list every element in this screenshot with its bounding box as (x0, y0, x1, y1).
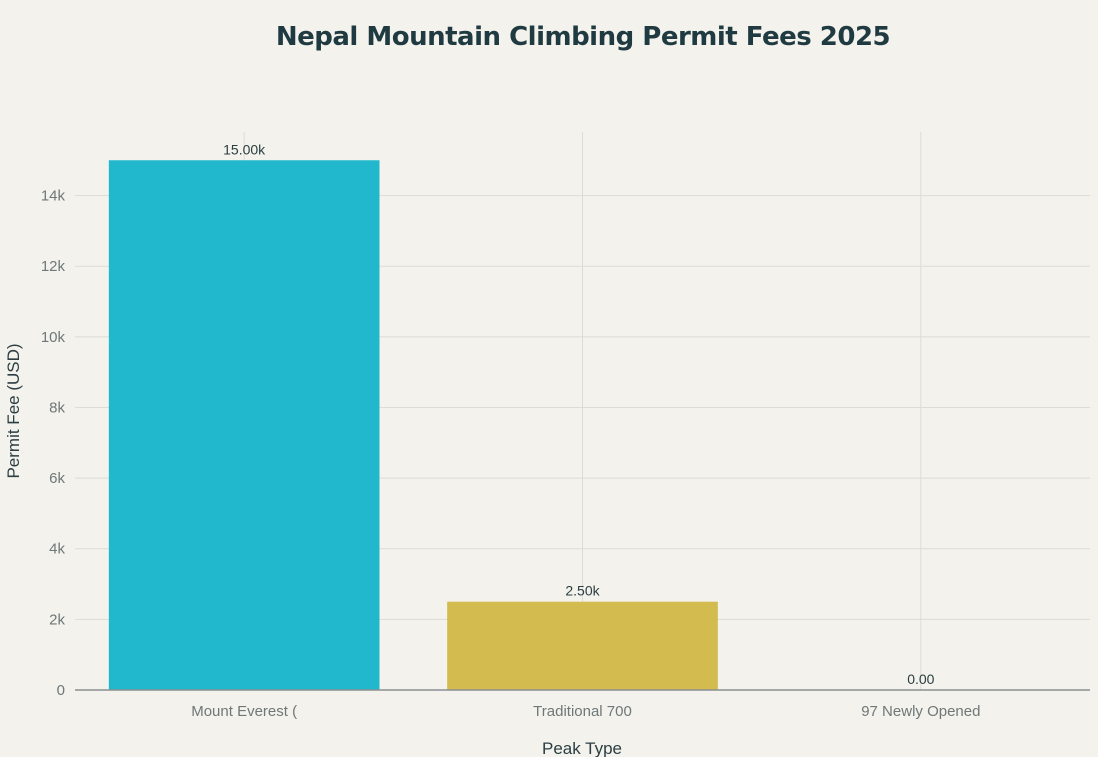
chart-title: Nepal Mountain Climbing Permit Fees 2025 (276, 22, 890, 52)
x-tick-label: 97 Newly Opened (861, 703, 980, 720)
bar (447, 601, 718, 690)
data-labels: 15.00k 2.50k 0.00 (223, 141, 935, 687)
tick-labels: 0 2k 4k 6k 8k 10k 12k 14k Mount Everest ( Traditi… (41, 188, 1090, 720)
bar (108, 160, 380, 690)
data-label: 2.50k (565, 583, 600, 599)
y-axis-title: Permit Fee (USD) (4, 343, 23, 478)
bars (108, 160, 718, 690)
data-label: 0.00 (907, 671, 934, 687)
y-tick-label: 8k (49, 399, 65, 416)
y-tick-label: 10k (41, 329, 66, 346)
y-tick-label: 2k (49, 611, 65, 628)
y-tick-label: 0 (57, 682, 65, 699)
y-tick-label: 4k (49, 541, 65, 558)
y-tick-label: 6k (49, 470, 65, 487)
y-tick-label: 12k (41, 258, 66, 275)
x-tick-label: Mount Everest ( (191, 703, 297, 720)
x-tick-label: Traditional 700 (533, 703, 632, 720)
data-label: 15.00k (223, 141, 266, 157)
x-axis-title: Peak Type (542, 739, 622, 757)
y-tick-label: 14k (41, 188, 66, 205)
